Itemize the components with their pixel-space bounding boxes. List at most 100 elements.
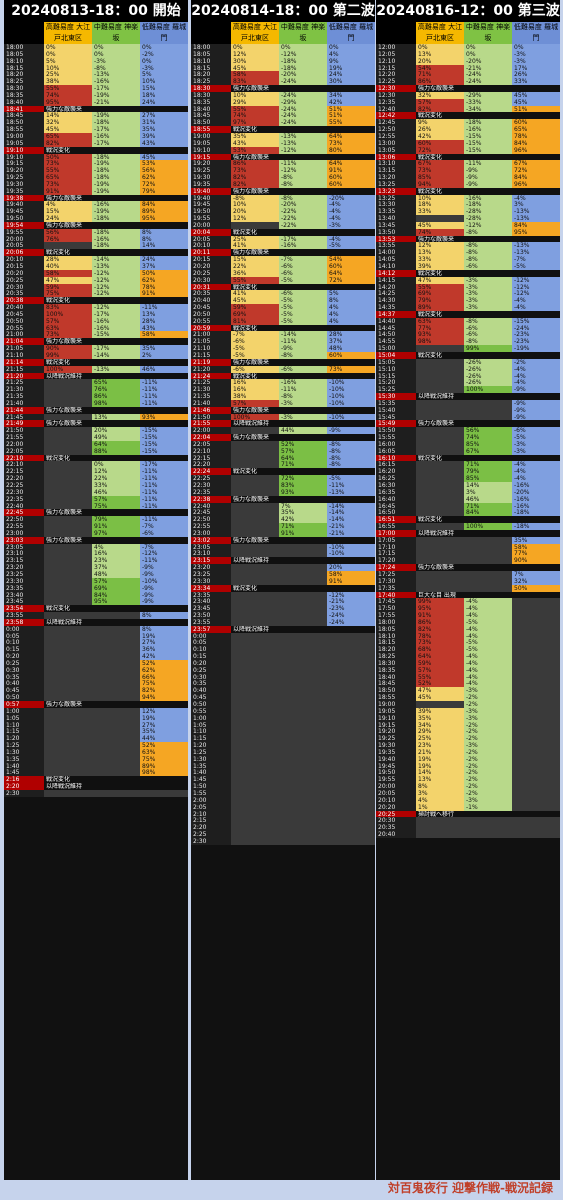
time-cell: 18:45 [191, 112, 231, 120]
record-row: 12:35 57% -33% 45% [376, 98, 560, 106]
record-row: 19:05 82% -17% 43% [4, 139, 188, 147]
time-cell: 1:00 [191, 714, 231, 722]
mid-zone-cell [464, 831, 512, 838]
time-cell: 19:35 [191, 180, 231, 188]
record-row: 19:30 82% -8% 60% [191, 174, 375, 181]
low-zone-cell: -13% [512, 242, 560, 250]
time-cell: 1:45 [4, 769, 44, 777]
high-zone-cell: 72% [416, 146, 464, 154]
low-zone-cell [512, 748, 560, 756]
mid-zone-cell: -28% [464, 215, 512, 222]
time-cell: 20:35 [191, 290, 231, 298]
low-zone-cell: -18% [512, 509, 560, 517]
time-cell: 13:23 [376, 187, 416, 195]
record-row: 0:40 [191, 687, 375, 695]
mid-zone-cell: -16% [92, 317, 140, 325]
low-zone-cell [512, 769, 560, 777]
mid-zone-cell: 44% [279, 427, 327, 435]
mid-zone-cell: 48% [92, 570, 140, 578]
high-zone-cell: 15% [44, 208, 92, 216]
high-zone-cell [44, 495, 92, 503]
event-row: 23:57 以降戦況維持 [191, 625, 375, 633]
high-zone-cell [44, 625, 92, 633]
record-row: 0:10 27% [4, 639, 188, 647]
high-zone-cell [416, 584, 464, 592]
low-zone-cell: 0% [512, 44, 560, 51]
mid-zone-cell: -18% [279, 57, 327, 65]
record-row: 1:05 19% [4, 714, 188, 722]
time-cell: 20:15 [4, 263, 44, 270]
mid-zone-cell [279, 803, 327, 811]
record-row: 22:30 46% -11% [4, 488, 188, 496]
mid-zone-cell: 97% [92, 529, 140, 537]
low-zone-cell: -11% [140, 475, 188, 482]
time-cell: 2:20 [4, 783, 44, 790]
high-zone-cell: 58% [44, 269, 92, 277]
time-cell: 1:30 [191, 755, 231, 763]
high-zone-cell [44, 570, 92, 578]
high-zone-cell [416, 824, 464, 832]
record-row: 2:30 [191, 837, 375, 845]
high-zone-cell: 63% [44, 324, 92, 332]
mid-zone-cell: -14% [92, 256, 140, 263]
mid-zone-cell: 71% [279, 461, 327, 469]
high-zone-cell [44, 550, 92, 558]
time-cell: 20:55 [191, 317, 231, 325]
mid-zone-cell: -5% [279, 276, 327, 284]
low-zone-cell: -5% [512, 263, 560, 270]
time-cell: 18:40 [191, 105, 231, 113]
high-zone-cell: 82% [416, 105, 464, 113]
high-zone-cell: 63% [416, 317, 464, 325]
time-cell: 0:50 [4, 694, 44, 701]
low-zone-cell: -8% [327, 447, 375, 455]
mid-zone-cell [92, 721, 140, 729]
low-zone-cell: 10% [140, 78, 188, 86]
record-row: 20:05 -18% 14% [4, 242, 188, 250]
high-zone-cell [44, 659, 92, 667]
high-zone-cell [231, 783, 279, 790]
mid-zone-cell [279, 796, 327, 804]
low-zone-cell: -10% [327, 413, 375, 421]
high-zone-cell [44, 748, 92, 756]
event-label: 強力な敵襲来 [231, 187, 375, 195]
event-label: 以降戦況維持 [44, 783, 188, 790]
mid-zone-cell: -3% [464, 714, 512, 722]
low-zone-cell [512, 666, 560, 674]
time-cell: 18:20 [376, 646, 416, 654]
column-title: 20240813-18：00 開始 [4, 0, 188, 22]
high-zone-cell: 34% [416, 721, 464, 729]
low-zone-cell: 84% [512, 174, 560, 181]
record-row: 19:55 13% -2% [376, 776, 560, 784]
zone-header-mid: 中難易度 神楽坂 [92, 22, 140, 44]
time-cell: 23:10 [4, 550, 44, 558]
high-zone-cell [416, 461, 464, 469]
high-zone-cell [416, 399, 464, 407]
high-zone-cell [231, 824, 279, 832]
record-row: 19:10 50% -18% 45% [4, 153, 188, 161]
time-cell: 14:12 [376, 269, 416, 277]
time-cell: 19:25 [376, 735, 416, 743]
record-row: 22:50 79% -11% [4, 516, 188, 524]
low-zone-cell: -11% [140, 399, 188, 407]
low-zone-cell: 5% [327, 290, 375, 298]
event-row: 20:38 戦況変化 [4, 297, 188, 305]
low-zone-cell: -23% [327, 605, 375, 613]
mid-zone-cell: -4% [464, 632, 512, 640]
mid-zone-cell: -2% [464, 776, 512, 784]
high-zone-cell: 100% [44, 310, 92, 318]
time-cell: 23:54 [4, 605, 44, 613]
mid-zone-cell: -6% [464, 263, 512, 270]
low-zone-cell: 42% [327, 98, 375, 106]
mid-zone-cell: -16% [92, 324, 140, 332]
low-zone-cell: -9% [140, 591, 188, 599]
time-cell: 21:04 [4, 338, 44, 346]
high-zone-cell: 57% [416, 98, 464, 106]
low-zone-cell: -11% [140, 379, 188, 387]
low-zone-cell: 94% [140, 694, 188, 701]
low-zone-cell: 37% [327, 338, 375, 346]
high-zone-cell: 10% [231, 201, 279, 209]
mid-zone-cell [92, 728, 140, 736]
time-cell: 16:10 [376, 454, 416, 462]
low-zone-cell: -19% [512, 345, 560, 352]
high-zone-cell [44, 598, 92, 606]
